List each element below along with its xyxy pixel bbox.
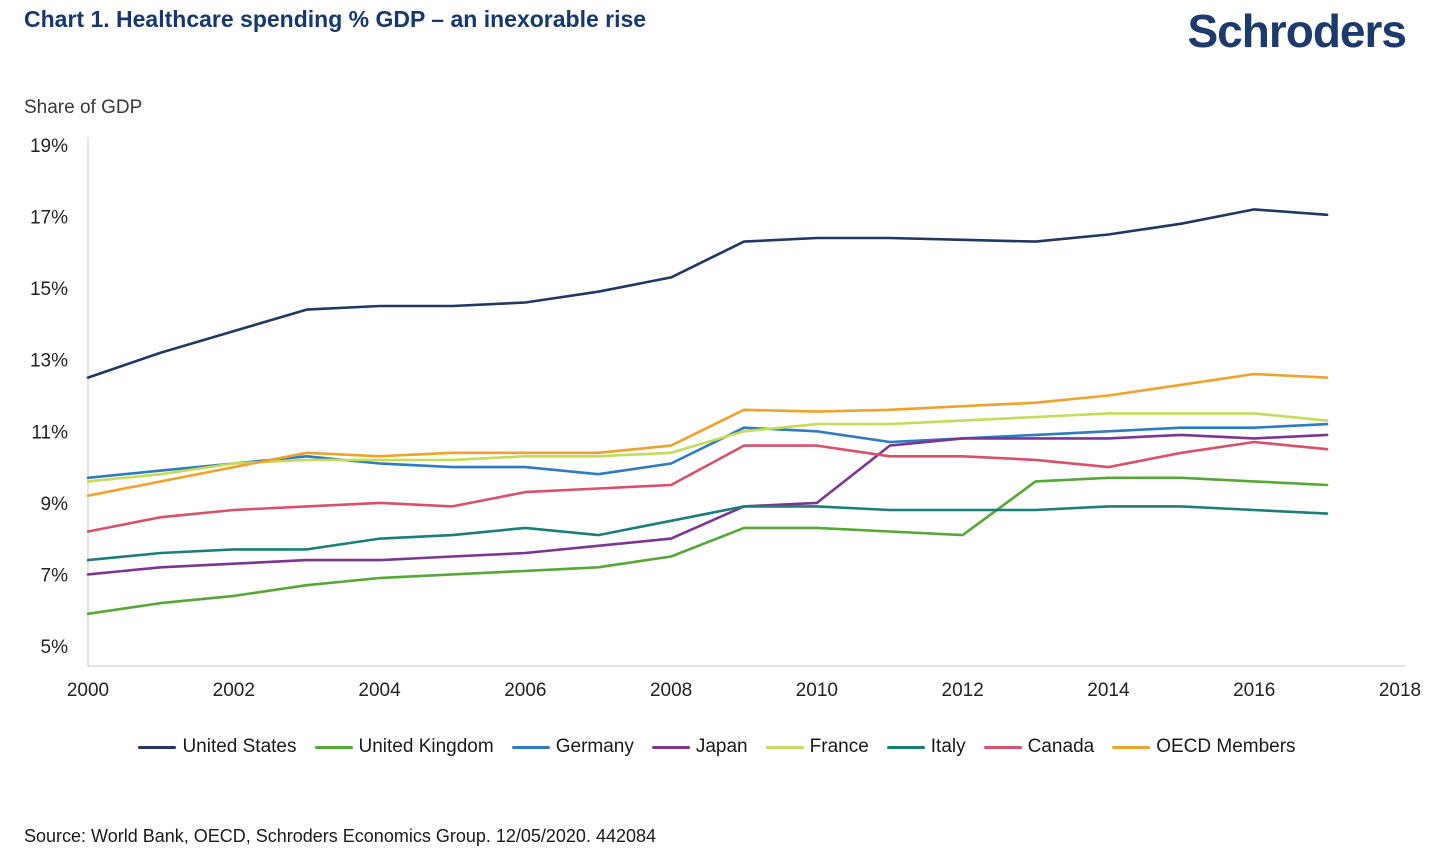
x-tick-label: 2008 — [650, 680, 692, 701]
schroders-logo: Schroders — [1187, 5, 1407, 57]
x-tick-label: 2010 — [796, 680, 838, 701]
legend-item-france: France — [765, 736, 869, 758]
legend-label: Italy — [930, 736, 966, 757]
series-line-oecd-members — [86, 372, 1329, 498]
legend-swatch — [983, 745, 1022, 749]
y-axis-ticks: 19% 17% 15% 13% 11% 9% 7% 5% — [30, 136, 68, 658]
legend-label: Canada — [1027, 736, 1095, 757]
y-tick-label: 7% — [41, 565, 69, 586]
legend-label: Japan — [695, 736, 748, 757]
legend-item-united-states: United States — [138, 736, 297, 758]
x-tick-label: 2004 — [358, 680, 401, 701]
legend-item-japan: Japan — [651, 736, 748, 758]
y-tick-label: 11% — [31, 422, 68, 443]
line-chart: 19%17%15%13%11%9%7%5%2000 2002 2004 2006 200… — [30, 136, 1421, 701]
y-tick-label: 17% — [30, 208, 68, 229]
legend-item-united-kingdom: United Kingdom — [314, 736, 494, 758]
legend-item-canada: Canada — [983, 736, 1095, 758]
legend-item-oecd-members: OECD Members — [1112, 736, 1296, 758]
x-axis-ticks: 2000 2002 2004 2006 2008 2010 2012 2014 2016 2018 — [67, 680, 1421, 701]
y-tick-label: 15% — [30, 279, 68, 300]
series-line-france — [86, 412, 1329, 483]
legend-label: France — [809, 736, 869, 757]
legend-label: United Kingdom — [358, 736, 494, 757]
x-tick-label: 2006 — [504, 680, 546, 701]
x-tick-label: 2014 — [1087, 680, 1130, 701]
legend-label: OECD Members — [1156, 736, 1296, 757]
series-line-germany — [86, 422, 1329, 480]
chart-legend: United States United Kingdom Germany Japan F… — [0, 736, 1434, 758]
series-line-united-kingdom — [86, 476, 1329, 616]
axis-spines — [87, 137, 1406, 667]
series-line-canada — [86, 440, 1329, 533]
x-tick-label: 2000 — [67, 680, 109, 701]
y-tick-label: 9% — [41, 494, 69, 515]
source-note: Source: World Bank, OECD, Schroders Econ… — [24, 826, 657, 846]
legend-swatch — [1112, 745, 1151, 749]
legend-swatch — [886, 745, 925, 749]
y-axis-title: Share of GDP — [24, 97, 143, 118]
legend-swatch — [314, 745, 353, 749]
legend-label: Germany — [555, 736, 634, 757]
series-line-italy — [86, 505, 1329, 562]
x-tick-label: 2012 — [942, 680, 984, 701]
legend-item-italy: Italy — [886, 736, 966, 758]
legend-swatch — [651, 745, 690, 749]
x-tick-label: 2016 — [1233, 680, 1275, 701]
series-line-united-states — [86, 208, 1329, 379]
legend-label: United States — [182, 736, 297, 757]
legend-swatch — [765, 745, 804, 749]
x-tick-label: 2018 — [1379, 680, 1421, 701]
y-tick-label: 19% — [30, 136, 68, 157]
legend-swatch — [138, 745, 177, 749]
chart-title: Chart 1. Healthcare spending % GDP – an … — [24, 6, 647, 32]
legend-item-germany: Germany — [511, 736, 634, 758]
x-tick-label: 2002 — [213, 680, 255, 701]
legend-swatch — [511, 745, 550, 749]
series-line-japan — [86, 433, 1329, 576]
y-tick-label: 5% — [41, 637, 69, 658]
y-tick-label: 13% — [30, 351, 68, 372]
